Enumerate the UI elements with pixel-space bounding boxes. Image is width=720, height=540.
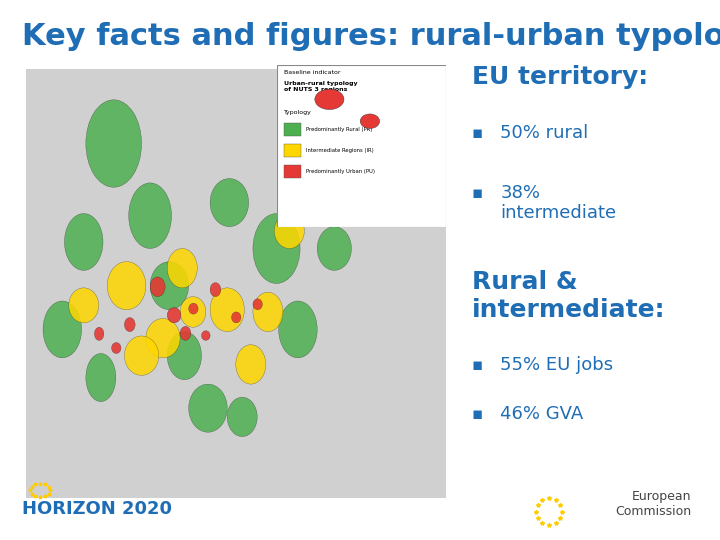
Text: ▪: ▪ <box>472 405 483 423</box>
Ellipse shape <box>180 326 191 340</box>
Ellipse shape <box>202 330 210 340</box>
Ellipse shape <box>315 89 344 110</box>
Text: 38%
intermediate: 38% intermediate <box>500 184 616 222</box>
Ellipse shape <box>94 327 104 340</box>
Ellipse shape <box>129 183 171 248</box>
FancyBboxPatch shape <box>26 69 446 498</box>
Text: Intermediate Regions (IR): Intermediate Regions (IR) <box>306 148 374 153</box>
Text: Key facts and figures: rural-urban typology: Key facts and figures: rural-urban typol… <box>22 22 720 51</box>
Ellipse shape <box>150 277 165 296</box>
Ellipse shape <box>210 288 244 332</box>
Ellipse shape <box>167 308 181 323</box>
Bar <box>284 165 301 178</box>
Text: European
Commission: European Commission <box>615 490 691 518</box>
Text: Rural &
intermediate:: Rural & intermediate: <box>472 270 665 322</box>
Ellipse shape <box>274 213 305 248</box>
Ellipse shape <box>210 282 221 296</box>
Ellipse shape <box>167 248 197 288</box>
Ellipse shape <box>86 100 142 187</box>
Ellipse shape <box>68 288 99 323</box>
Text: Urban-rural typology
of NUTS 3 regions: Urban-rural typology of NUTS 3 regions <box>284 81 358 92</box>
Ellipse shape <box>65 213 103 271</box>
Text: Typology: Typology <box>284 110 312 115</box>
Bar <box>284 144 301 157</box>
Text: 46% GVA: 46% GVA <box>500 405 584 423</box>
Ellipse shape <box>210 179 248 227</box>
Ellipse shape <box>279 301 318 358</box>
Ellipse shape <box>189 384 228 432</box>
Ellipse shape <box>180 296 206 327</box>
Text: 50% rural: 50% rural <box>500 124 589 142</box>
Ellipse shape <box>125 318 135 332</box>
Ellipse shape <box>43 301 81 358</box>
Text: HORIZON 2020: HORIZON 2020 <box>22 501 171 518</box>
Ellipse shape <box>107 261 146 310</box>
Ellipse shape <box>253 213 300 284</box>
Ellipse shape <box>86 354 116 402</box>
Ellipse shape <box>253 299 262 310</box>
Text: 55% EU jobs: 55% EU jobs <box>500 356 613 374</box>
Text: ▪: ▪ <box>472 184 483 201</box>
Ellipse shape <box>360 114 379 129</box>
Bar <box>284 123 301 136</box>
Ellipse shape <box>146 319 180 358</box>
Ellipse shape <box>189 303 198 314</box>
Ellipse shape <box>232 312 241 323</box>
Ellipse shape <box>167 332 202 380</box>
Text: ▪: ▪ <box>472 124 483 142</box>
FancyBboxPatch shape <box>277 65 446 227</box>
Ellipse shape <box>253 292 283 332</box>
Ellipse shape <box>150 261 189 310</box>
Text: Predominantly Urban (PU): Predominantly Urban (PU) <box>306 169 375 174</box>
Text: Predominantly Rural (PR): Predominantly Rural (PR) <box>306 127 372 132</box>
Ellipse shape <box>125 336 158 375</box>
Ellipse shape <box>318 227 351 271</box>
Text: ▪: ▪ <box>472 356 483 374</box>
Text: EU territory:: EU territory: <box>472 65 648 89</box>
Ellipse shape <box>236 345 266 384</box>
Text: Baseline indicator: Baseline indicator <box>284 70 341 75</box>
Ellipse shape <box>112 342 121 354</box>
Ellipse shape <box>228 397 257 436</box>
